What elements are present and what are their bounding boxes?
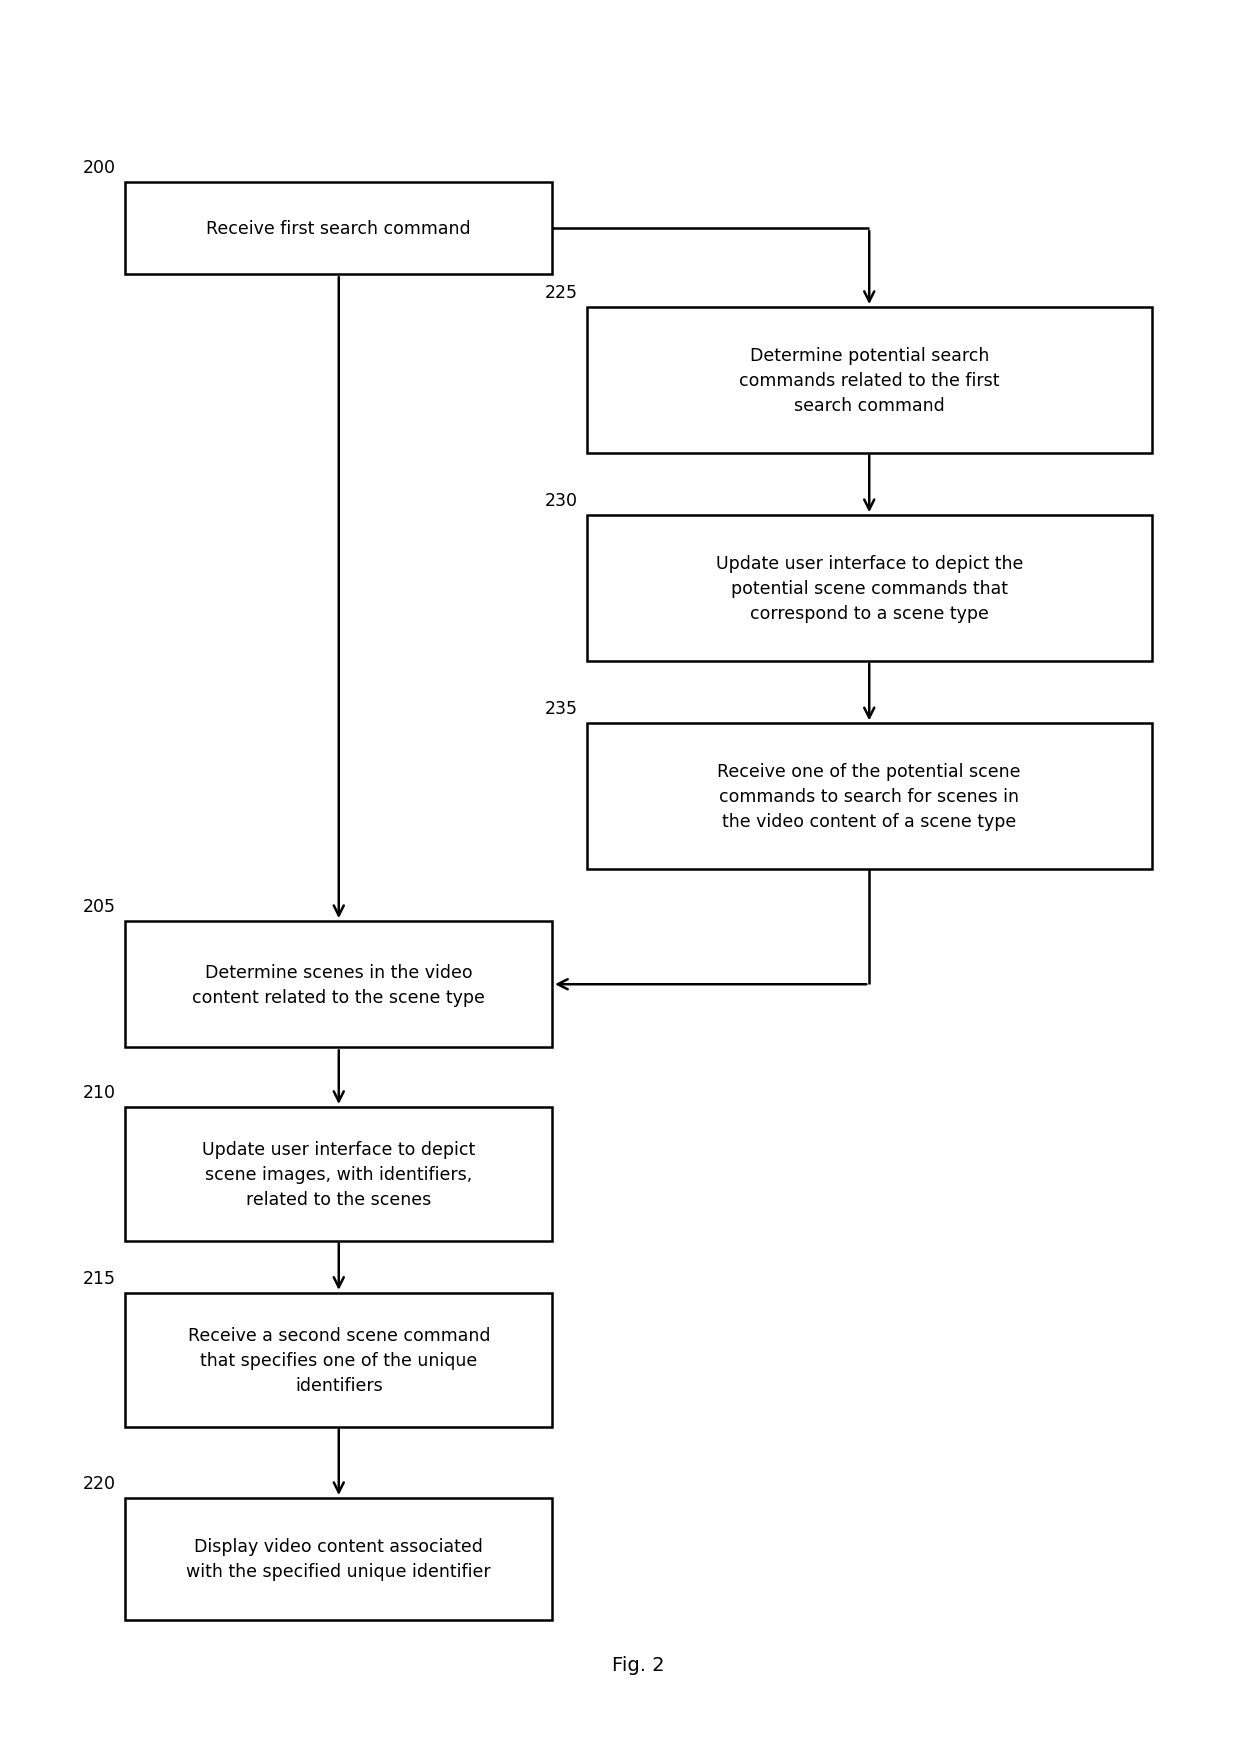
Text: Update user interface to depict the
potential scene commands that
correspond to : Update user interface to depict the pote… <box>715 555 1023 623</box>
Text: Display video content associated
with the specified unique identifier: Display video content associated with th… <box>186 1537 491 1581</box>
Text: Fig. 2: Fig. 2 <box>613 1656 665 1675</box>
Text: Update user interface to depict
scene images, with identifiers,
related to the s: Update user interface to depict scene im… <box>202 1141 475 1209</box>
Text: 225: 225 <box>544 283 578 303</box>
FancyBboxPatch shape <box>587 516 1152 661</box>
Text: 210: 210 <box>83 1083 117 1101</box>
Text: Determine potential search
commands related to the first
search command: Determine potential search commands rela… <box>739 346 999 414</box>
FancyBboxPatch shape <box>587 723 1152 870</box>
Text: Determine scenes in the video
content related to the scene type: Determine scenes in the video content re… <box>192 963 485 1007</box>
Text: 230: 230 <box>544 492 578 510</box>
FancyBboxPatch shape <box>587 308 1152 454</box>
FancyBboxPatch shape <box>125 183 552 275</box>
Text: Receive a second scene command
that specifies one of the unique
identifiers: Receive a second scene command that spec… <box>187 1325 490 1395</box>
FancyBboxPatch shape <box>125 1108 552 1242</box>
FancyBboxPatch shape <box>125 1294 552 1426</box>
Text: Receive first search command: Receive first search command <box>206 221 471 238</box>
Text: Receive one of the potential scene
commands to search for scenes in
the video co: Receive one of the potential scene comma… <box>718 763 1021 831</box>
Text: 220: 220 <box>83 1475 117 1492</box>
Text: 200: 200 <box>83 158 117 177</box>
FancyBboxPatch shape <box>125 922 552 1049</box>
Text: 205: 205 <box>83 897 117 915</box>
FancyBboxPatch shape <box>125 1497 552 1621</box>
Text: 235: 235 <box>544 699 578 718</box>
Text: 215: 215 <box>83 1269 117 1287</box>
